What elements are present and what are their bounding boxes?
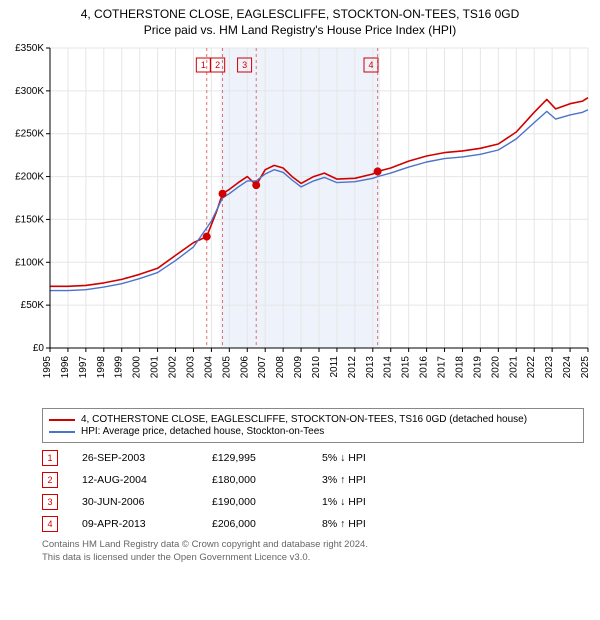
footer: Contains HM Land Registry data © Crown c…	[42, 539, 584, 565]
svg-text:2018: 2018	[454, 356, 465, 379]
svg-text:2003: 2003	[185, 356, 196, 379]
svg-text:2020: 2020	[490, 356, 501, 379]
svg-text:1999: 1999	[114, 356, 125, 379]
svg-text:£350K: £350K	[15, 43, 44, 54]
svg-text:2019: 2019	[472, 356, 483, 379]
sales-table: 1 26-SEP-2003 £129,995 5% ↓ HPI 2 12-AUG…	[42, 447, 584, 535]
sales-row: 2 12-AUG-2004 £180,000 3% ↑ HPI	[42, 469, 584, 491]
sales-delta: 5% ↓ HPI	[322, 452, 432, 464]
svg-text:1997: 1997	[78, 356, 89, 379]
svg-text:2015: 2015	[401, 356, 412, 379]
sales-delta: 1% ↓ HPI	[322, 496, 432, 508]
svg-text:2008: 2008	[275, 356, 286, 379]
svg-text:2002: 2002	[168, 356, 179, 379]
sales-marker-2: 2	[42, 472, 58, 488]
legend-swatch-hpi	[49, 431, 75, 433]
svg-text:1: 1	[201, 60, 206, 70]
svg-text:2000: 2000	[132, 356, 143, 379]
sales-row: 3 30-JUN-2006 £190,000 1% ↓ HPI	[42, 491, 584, 513]
svg-text:£0: £0	[33, 343, 45, 354]
sales-marker-3: 3	[42, 494, 58, 510]
sales-delta: 3% ↑ HPI	[322, 474, 432, 486]
svg-text:£300K: £300K	[15, 86, 44, 97]
svg-text:2001: 2001	[150, 356, 161, 379]
footer-line-2: This data is licensed under the Open Gov…	[42, 552, 584, 565]
sales-price: £180,000	[212, 474, 322, 486]
svg-text:2010: 2010	[311, 356, 322, 379]
svg-text:2006: 2006	[239, 356, 250, 379]
svg-text:2007: 2007	[257, 356, 268, 379]
svg-text:£150K: £150K	[15, 215, 44, 226]
svg-text:3: 3	[242, 60, 247, 70]
sales-row: 1 26-SEP-2003 £129,995 5% ↓ HPI	[42, 447, 584, 469]
sales-delta: 8% ↑ HPI	[322, 518, 432, 530]
sales-date: 26-SEP-2003	[82, 452, 212, 464]
legend-swatch-property	[49, 419, 75, 421]
svg-text:2023: 2023	[544, 356, 555, 379]
figure-root: 4, COTHERSTONE CLOSE, EAGLESCLIFFE, STOC…	[0, 0, 600, 569]
svg-text:2021: 2021	[508, 356, 519, 379]
svg-text:2011: 2011	[329, 356, 340, 378]
sales-date: 09-APR-2013	[82, 518, 212, 530]
sales-date: 12-AUG-2004	[82, 474, 212, 486]
title-line-2: Price paid vs. HM Land Registry's House …	[8, 22, 592, 38]
title-block: 4, COTHERSTONE CLOSE, EAGLESCLIFFE, STOC…	[8, 6, 592, 38]
sales-price: £190,000	[212, 496, 322, 508]
svg-text:2009: 2009	[293, 356, 304, 379]
svg-text:2013: 2013	[365, 356, 376, 379]
svg-text:2005: 2005	[221, 356, 232, 379]
legend-label-hpi: HPI: Average price, detached house, Stoc…	[81, 426, 324, 437]
sales-price: £129,995	[212, 452, 322, 464]
svg-text:2017: 2017	[437, 356, 448, 379]
sales-marker-1: 1	[42, 450, 58, 466]
svg-text:£100K: £100K	[15, 258, 44, 269]
sales-row: 4 09-APR-2013 £206,000 8% ↑ HPI	[42, 513, 584, 535]
chart-svg: £0 £50K £100K £150K £200K £250K £300K £350K 1995…	[8, 42, 592, 402]
svg-text:2025: 2025	[580, 356, 591, 379]
title-line-1: 4, COTHERSTONE CLOSE, EAGLESCLIFFE, STOC…	[8, 6, 592, 22]
svg-text:2004: 2004	[203, 356, 214, 379]
legend-item-property: 4, COTHERSTONE CLOSE, EAGLESCLIFFE, STOC…	[49, 414, 577, 425]
svg-text:£200K: £200K	[15, 172, 44, 183]
svg-text:2012: 2012	[347, 356, 358, 379]
svg-text:2022: 2022	[526, 356, 537, 379]
sales-date: 30-JUN-2006	[82, 496, 212, 508]
svg-text:2: 2	[215, 60, 220, 70]
chart-area: £0 £50K £100K £150K £200K £250K £300K £350K 1995…	[8, 42, 592, 402]
svg-text:£50K: £50K	[21, 301, 45, 312]
svg-text:4: 4	[368, 60, 373, 70]
legend: 4, COTHERSTONE CLOSE, EAGLESCLIFFE, STOC…	[42, 408, 584, 443]
footer-line-1: Contains HM Land Registry data © Crown c…	[42, 539, 584, 552]
svg-text:2024: 2024	[562, 356, 573, 379]
svg-text:£250K: £250K	[15, 129, 44, 140]
svg-text:1998: 1998	[96, 356, 107, 379]
sales-marker-4: 4	[42, 516, 58, 532]
svg-text:2014: 2014	[383, 356, 394, 379]
legend-label-property: 4, COTHERSTONE CLOSE, EAGLESCLIFFE, STOC…	[81, 414, 527, 425]
svg-text:1996: 1996	[60, 356, 71, 379]
svg-text:2016: 2016	[419, 356, 430, 379]
sales-price: £206,000	[212, 518, 322, 530]
legend-item-hpi: HPI: Average price, detached house, Stoc…	[49, 426, 577, 437]
svg-text:1995: 1995	[42, 356, 53, 379]
